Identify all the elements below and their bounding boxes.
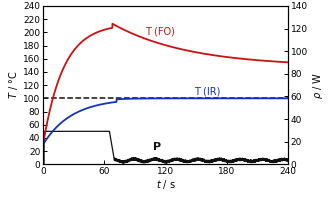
Y-axis label: $\it{\rho}$ / W: $\it{\rho}$ / W: [311, 72, 325, 99]
Text: T (IR): T (IR): [194, 86, 220, 96]
Text: T (FO): T (FO): [145, 27, 175, 37]
Text: P: P: [153, 142, 162, 152]
Y-axis label: $\it{T}$ / °C: $\it{T}$ / °C: [7, 71, 20, 99]
X-axis label: $\it{t}$ / s: $\it{t}$ / s: [156, 177, 175, 190]
